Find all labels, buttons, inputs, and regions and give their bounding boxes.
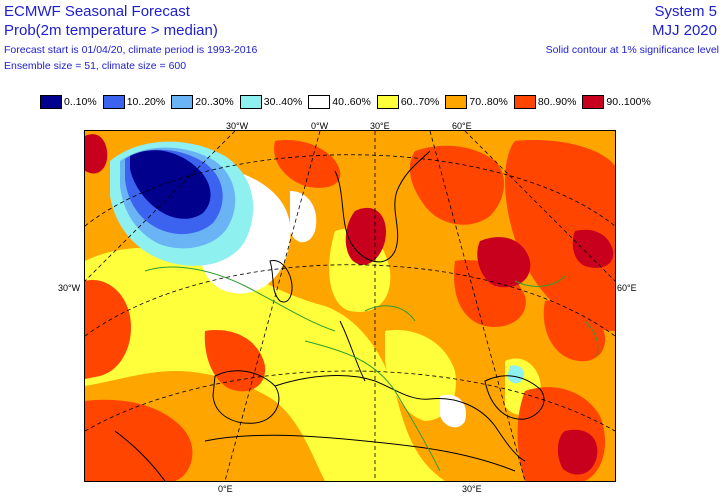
legend-swatch <box>171 95 194 109</box>
legend-item: 90..100% <box>582 95 651 109</box>
redorange-region-iberia <box>204 330 266 392</box>
coastline-britain <box>269 260 293 303</box>
legend-item: 40..60% <box>308 95 371 109</box>
redorange-region-southwest <box>85 399 193 481</box>
period-label: MJJ 2020 <box>651 22 717 39</box>
legend-swatch <box>40 95 62 109</box>
cyan-spot-caspian <box>507 365 525 384</box>
lon-label-right-60e: 60°E <box>617 283 637 293</box>
redorange-region-north <box>274 140 341 188</box>
legend-item: 70..80% <box>445 95 508 109</box>
legend-item: 10..20% <box>102 95 166 109</box>
legend-label: 80..90% <box>537 96 577 108</box>
legend-label: 60..70% <box>400 96 440 108</box>
darkblue-region-0-10 <box>130 150 211 219</box>
parallel-line <box>85 370 615 432</box>
legend-label: 90..100% <box>606 96 651 108</box>
meridian-line <box>85 131 236 282</box>
significance-contour <box>304 340 441 472</box>
significance-contour <box>144 266 336 332</box>
coastline-westafrica <box>114 430 166 481</box>
redorange-region-russia <box>505 140 615 331</box>
legend-swatch <box>445 95 468 109</box>
forecast-start-info: Forecast start is 01/04/20, climate peri… <box>4 44 258 56</box>
legend-item: 20..30% <box>171 95 234 109</box>
probability-map-svg <box>85 131 615 481</box>
significance-contour <box>514 275 566 287</box>
legend-swatch <box>308 95 331 109</box>
meridian-line <box>464 131 615 282</box>
legend-swatch <box>239 95 262 109</box>
legend-item: 60..70% <box>376 95 440 109</box>
legend-label: 30..40% <box>263 96 303 108</box>
coastline-iberia <box>212 370 280 424</box>
lon-label-left-30w: 30°W <box>58 283 81 293</box>
map-subtitle: Prob(2m temperature > median) <box>4 22 218 39</box>
redorange-region-west <box>85 280 131 379</box>
significance-contours <box>144 266 599 472</box>
darkred-region-russia <box>477 237 531 288</box>
coastline-scandinavia <box>334 150 431 263</box>
darkred-region-greenland <box>85 134 108 174</box>
coastline-northafrica <box>204 434 516 472</box>
coastline-blacksea <box>484 375 545 420</box>
darkred-region-urals <box>572 229 614 268</box>
legend-swatch <box>582 95 605 109</box>
probability-legend: 0..10% 10..20% 20..30% 30..40% 40..60% 6… <box>40 94 657 110</box>
legend-item: 0..10% <box>40 95 97 109</box>
significance-contour <box>364 305 416 322</box>
lon-label-bottom-30e: 30°E <box>462 484 482 494</box>
legend-label: 20..30% <box>195 96 234 108</box>
system-label: System 5 <box>654 3 717 20</box>
lon-label-bottom-0: 0°E <box>218 484 233 494</box>
yellow-region-atlantic <box>85 247 445 481</box>
parallel-line <box>85 264 615 337</box>
legend-item: 80..90% <box>513 95 577 109</box>
lon-label-top-0: 0°W <box>311 121 329 131</box>
significance-note: Solid contour at 1% significance level <box>545 44 719 56</box>
redorange-region-northeast <box>409 145 505 225</box>
white-region-northsea <box>290 191 317 243</box>
legend-label: 40..60% <box>332 96 371 108</box>
coastlines <box>114 150 545 481</box>
redorange-region-caspian <box>543 300 606 362</box>
darkred-region-scandinavia <box>345 207 386 265</box>
coastline-mediterranean-north <box>274 375 526 462</box>
map-title: ECMWF Seasonal Forecast <box>4 3 190 20</box>
significance-contour <box>584 320 599 357</box>
white-region-aegean <box>440 394 466 428</box>
lon-label-top-30e: 30°E <box>370 121 390 131</box>
darkred-region-middleeast <box>557 429 598 475</box>
meridian-line <box>429 131 526 481</box>
ensemble-size-info: Ensemble size = 51, climate size = 600 <box>4 60 187 72</box>
lon-label-top-60e: 60°E <box>452 121 472 131</box>
legend-label: 10..20% <box>126 96 166 108</box>
legend-swatch <box>102 95 125 109</box>
lon-label-top-30w: 30°W <box>226 121 249 131</box>
legend-swatch <box>513 95 536 109</box>
legend-swatch <box>376 95 399 109</box>
legend-item: 30..40% <box>239 95 303 109</box>
legend-label: 0..10% <box>64 96 97 108</box>
legend-label: 70..80% <box>469 96 508 108</box>
coastline-italy <box>339 320 366 382</box>
forecast-map <box>84 130 616 482</box>
